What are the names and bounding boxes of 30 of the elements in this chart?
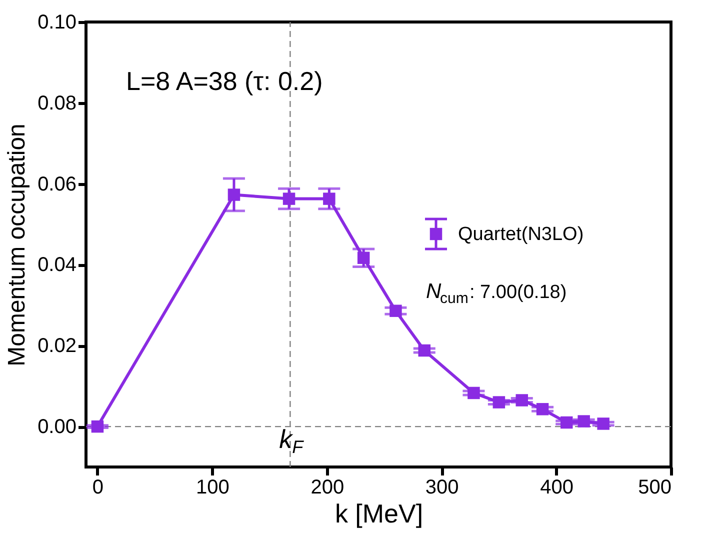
- y-tick-label: 0.04: [38, 254, 76, 276]
- point: [578, 415, 590, 428]
- x-tick-label: 100: [196, 476, 230, 498]
- x-tick-label: 300: [425, 476, 459, 498]
- x-tick-label: 200: [310, 476, 344, 498]
- y-axis-title: Momentum occupation: [4, 124, 31, 366]
- y-tick-label: 0.02: [38, 335, 76, 358]
- y-tick-label: 0.08: [38, 92, 76, 114]
- x-tick-label: 400: [540, 476, 574, 498]
- point: [228, 188, 240, 201]
- point: [91, 420, 104, 433]
- point: [323, 192, 336, 205]
- y-tick-label: 0.10: [38, 12, 76, 34]
- point: [516, 394, 528, 406]
- point: [560, 416, 573, 429]
- x-tick-label: 0: [92, 476, 104, 498]
- legend-label: Quartet(N3LO): [458, 224, 584, 245]
- point: [492, 396, 506, 408]
- y-tick-label: 0.06: [38, 173, 76, 196]
- point: [597, 418, 610, 430]
- y-tick-label: 0.00: [38, 416, 76, 438]
- point: [418, 344, 431, 357]
- point: [536, 403, 549, 416]
- point: [468, 386, 480, 400]
- x-tick-label: 500: [638, 476, 672, 498]
- x-axis-title: k [MeV]: [334, 498, 424, 528]
- point: [390, 304, 402, 317]
- point: [282, 192, 296, 205]
- point: [357, 252, 370, 264]
- annotation: L=8 A=38 (τ: 0.2): [126, 66, 323, 96]
